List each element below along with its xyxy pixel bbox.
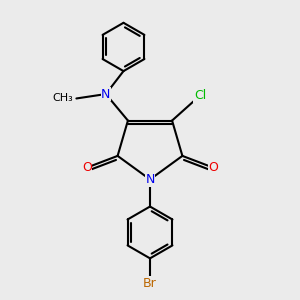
Text: N: N bbox=[145, 173, 155, 186]
Text: CH₃: CH₃ bbox=[53, 94, 74, 103]
Text: O: O bbox=[82, 161, 92, 174]
Text: Cl: Cl bbox=[194, 89, 206, 102]
Text: O: O bbox=[208, 161, 218, 174]
Text: N: N bbox=[101, 88, 110, 100]
Text: Br: Br bbox=[143, 277, 157, 290]
